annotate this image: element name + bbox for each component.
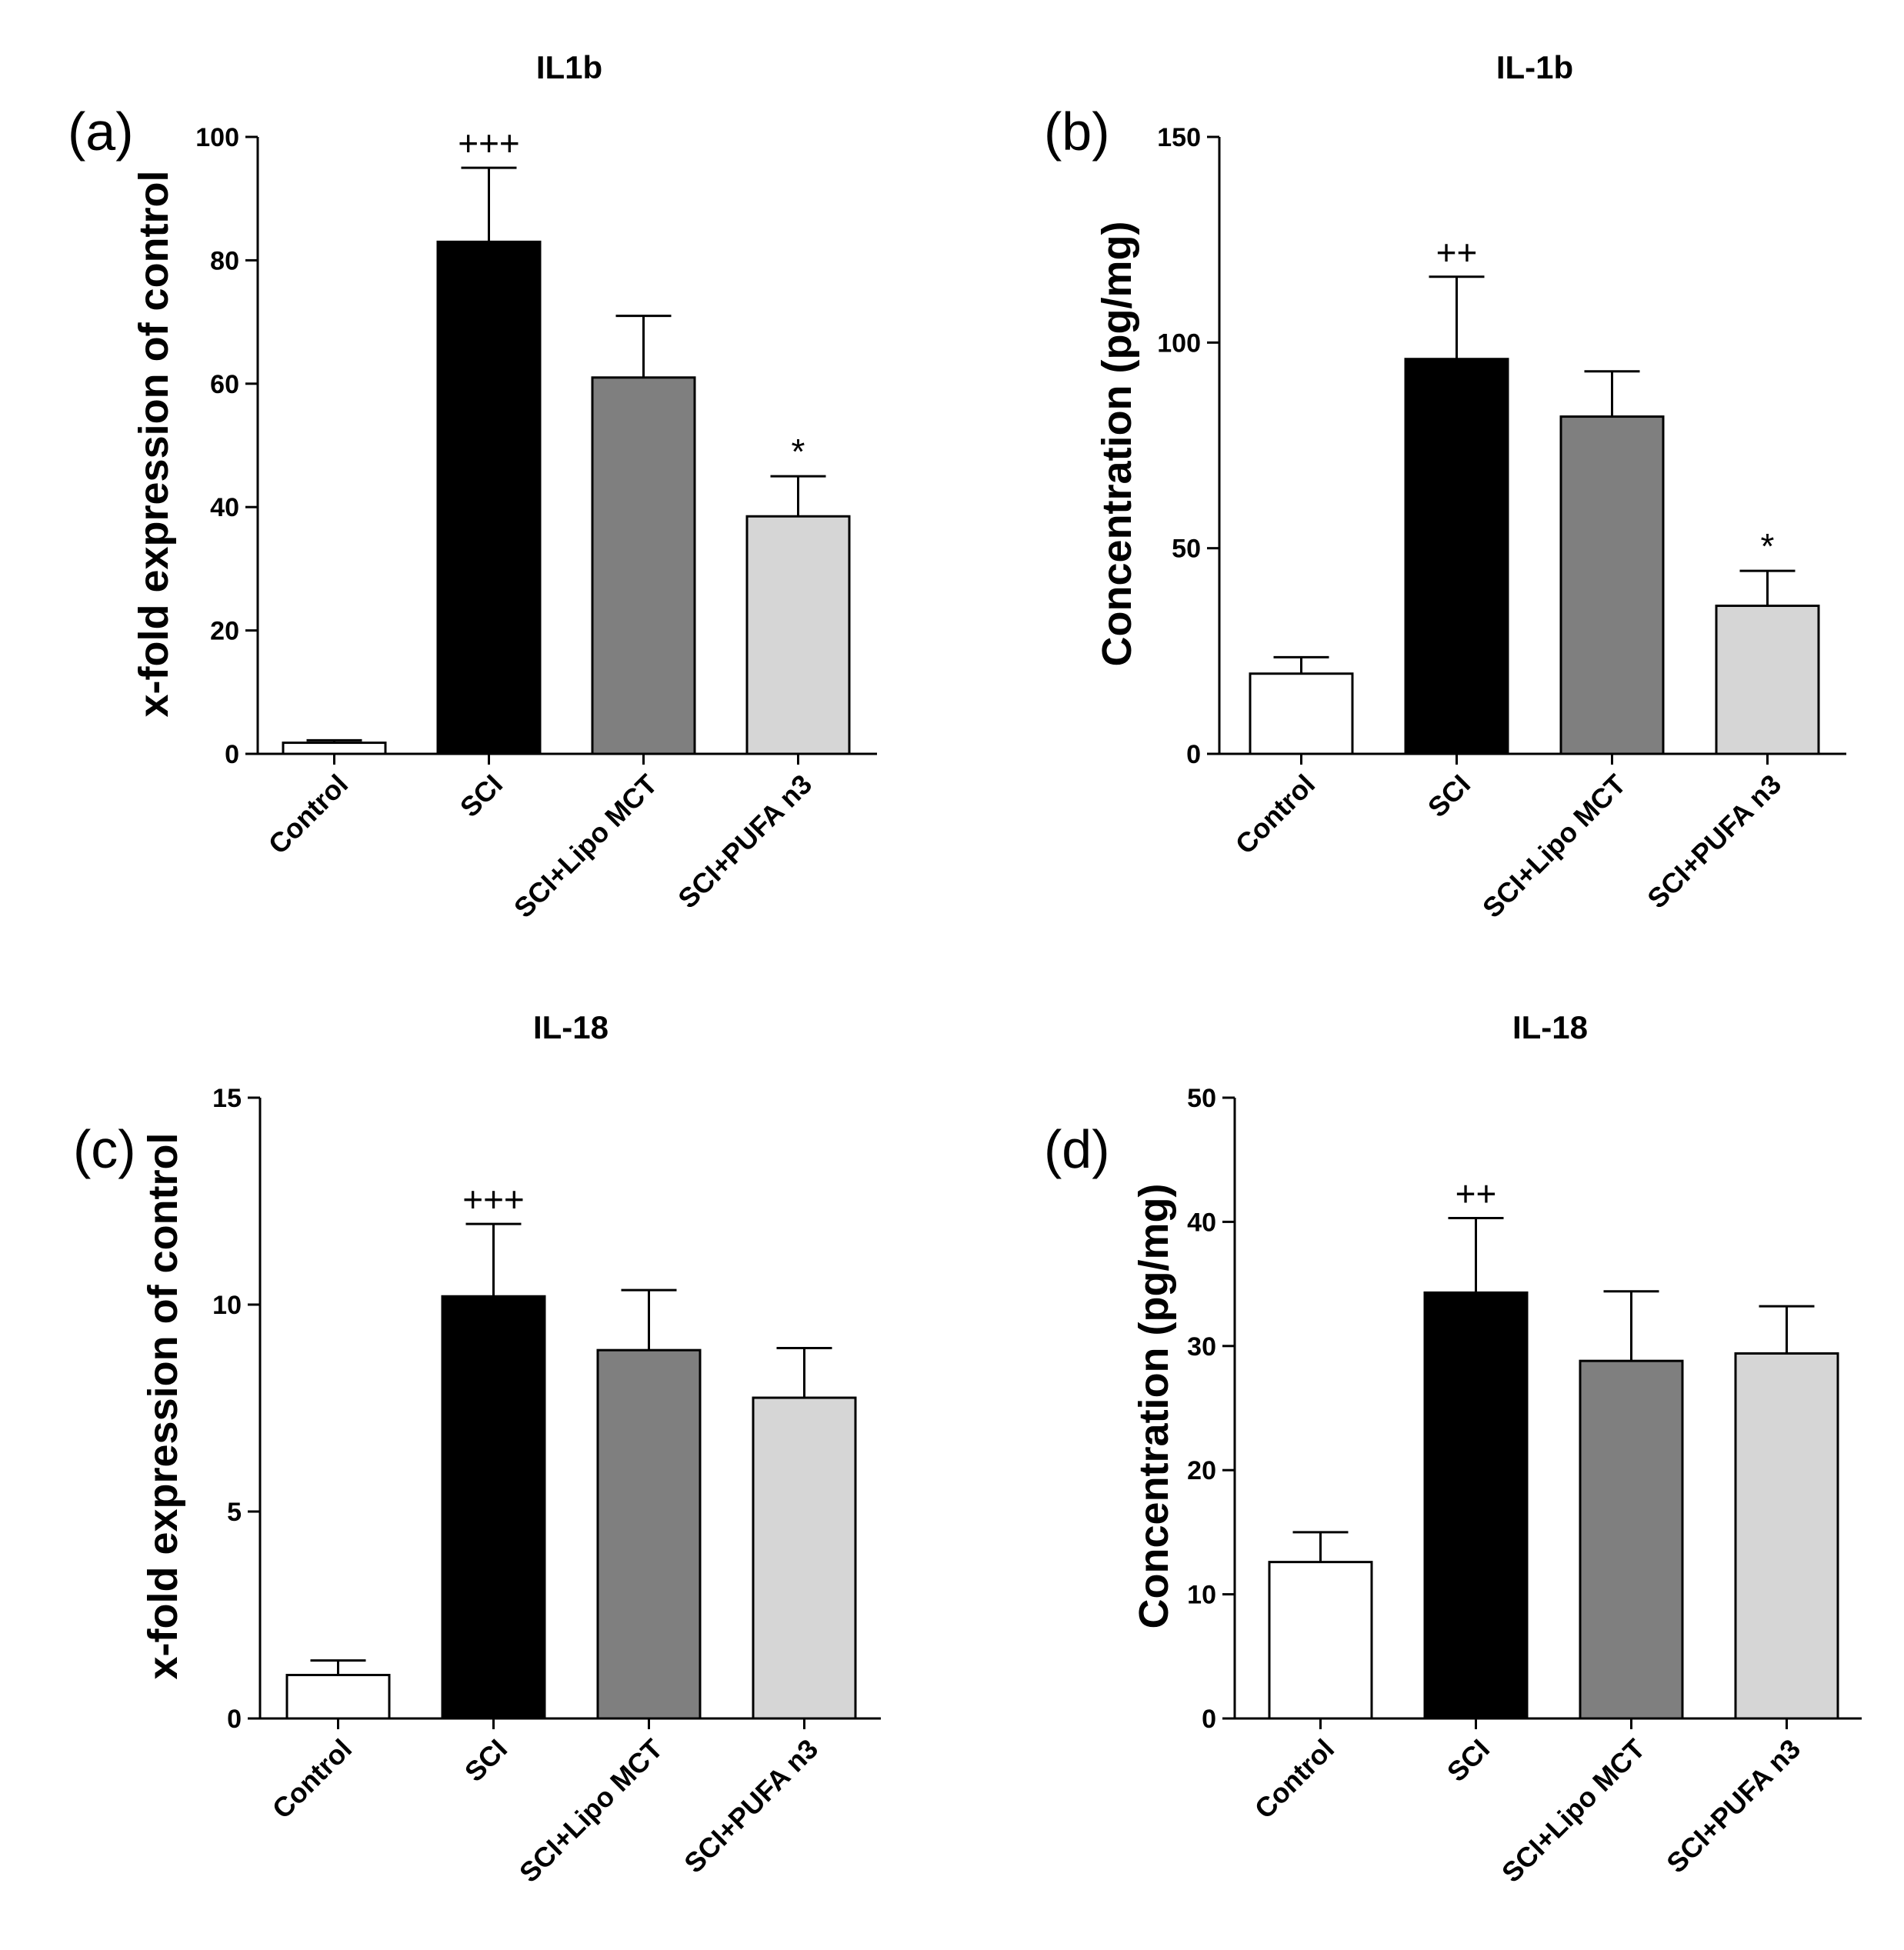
x-tick-label: SCI+PUFA n3 bbox=[672, 768, 818, 915]
y-tick-label: 40 bbox=[1187, 1208, 1216, 1237]
significance-marker: +++ bbox=[458, 123, 520, 163]
bar bbox=[1715, 605, 1820, 755]
significance-marker: ++ bbox=[1436, 232, 1478, 272]
y-tick-label: 15 bbox=[212, 1084, 242, 1113]
x-tick-label: SCI bbox=[458, 1733, 513, 1788]
x-tick-label: SCI bbox=[454, 768, 509, 823]
x-tick-label: SCI bbox=[1422, 768, 1476, 823]
x-tick-label: SCI+Lipo MCT bbox=[1496, 1733, 1651, 1888]
bar bbox=[1249, 672, 1354, 755]
x-tick-label: SCI+PUFA n3 bbox=[1641, 768, 1787, 915]
y-tick-label: 0 bbox=[225, 740, 239, 769]
bar bbox=[441, 1295, 546, 1720]
x-tick-label: SCI+PUFA n3 bbox=[678, 1733, 824, 1879]
x-tick-label: SCI+Lipo MCT bbox=[508, 768, 663, 924]
bar bbox=[752, 1396, 857, 1720]
bar bbox=[285, 1674, 391, 1720]
y-tick-label: 60 bbox=[210, 370, 239, 399]
x-tick-label: SCI+Lipo MCT bbox=[513, 1733, 669, 1888]
significance-marker: * bbox=[1761, 526, 1775, 566]
y-tick-label: 80 bbox=[210, 246, 239, 275]
y-tick-label: 150 bbox=[1157, 123, 1201, 152]
chart-panel-d: IL-18 (d) Concentration (pg/mg) 0 10 20 30 4… bbox=[1044, 1009, 1862, 1888]
bar bbox=[745, 515, 851, 755]
y-tick-label: 100 bbox=[195, 123, 239, 152]
x-tick-label: SCI bbox=[1441, 1733, 1496, 1788]
significance-marker: +++ bbox=[462, 1179, 525, 1219]
bar bbox=[1559, 415, 1665, 755]
bar bbox=[436, 240, 542, 755]
significance-marker: ++ bbox=[1456, 1174, 1497, 1214]
chart-title: IL-18 bbox=[533, 1009, 609, 1045]
chart-panel-a: IL1b (a) x-fold expression of control 0 2… bbox=[68, 49, 877, 924]
chart-title: IL-18 bbox=[1512, 1009, 1588, 1045]
bar bbox=[1423, 1291, 1529, 1720]
panel-label: (d) bbox=[1044, 1119, 1110, 1179]
x-tick-label: SCI+PUFA n3 bbox=[1660, 1733, 1806, 1879]
y-tick-label: 20 bbox=[1187, 1456, 1216, 1485]
y-tick-label: 20 bbox=[210, 617, 239, 646]
bar bbox=[596, 1348, 702, 1720]
panel-label: (c) bbox=[73, 1119, 136, 1179]
y-tick-label: 0 bbox=[1186, 740, 1201, 769]
panel-label: (a) bbox=[68, 102, 134, 162]
bar bbox=[1268, 1561, 1373, 1720]
y-axis-label: Concentration (pg/mg) bbox=[1094, 222, 1140, 667]
y-axis-label: Concentration (pg/mg) bbox=[1131, 1184, 1177, 1629]
y-tick-label: 40 bbox=[210, 493, 239, 522]
y-tick-label: 50 bbox=[1187, 1084, 1216, 1113]
y-axis-label: x-fold expression of control bbox=[140, 1132, 186, 1679]
y-tick-label: 0 bbox=[227, 1705, 242, 1734]
y-tick-label: 50 bbox=[1172, 535, 1201, 564]
bar bbox=[282, 742, 387, 755]
y-tick-label: 5 bbox=[227, 1498, 242, 1527]
significance-marker: * bbox=[792, 432, 805, 472]
panel-label: (b) bbox=[1044, 102, 1110, 162]
y-tick-label: 10 bbox=[1187, 1581, 1216, 1610]
y-tick-label: 10 bbox=[212, 1291, 242, 1320]
x-tick-label: Control bbox=[262, 768, 354, 860]
chart-title: IL-1b bbox=[1496, 49, 1573, 85]
bar bbox=[1404, 358, 1509, 755]
x-tick-label: Control bbox=[1249, 1733, 1340, 1825]
chart-title: IL1b bbox=[536, 49, 602, 85]
x-tick-label: SCI+Lipo MCT bbox=[1476, 768, 1632, 924]
y-axis-label: x-fold expression of control bbox=[131, 170, 177, 717]
bar bbox=[1579, 1359, 1684, 1720]
x-tick-label: Control bbox=[266, 1733, 358, 1825]
x-tick-label: Control bbox=[1229, 768, 1321, 860]
y-tick-label: 30 bbox=[1187, 1332, 1216, 1362]
chart-panel-c: IL-18 (c) x-fold expression of control 0… bbox=[73, 1009, 881, 1888]
bar bbox=[591, 376, 696, 755]
chart-panel-b: IL-1b (b) Concentration (pg/mg) 0 50 100 15… bbox=[1044, 49, 1846, 924]
y-tick-label: 100 bbox=[1157, 328, 1201, 358]
bar bbox=[1734, 1352, 1839, 1720]
y-tick-label: 0 bbox=[1202, 1705, 1216, 1734]
